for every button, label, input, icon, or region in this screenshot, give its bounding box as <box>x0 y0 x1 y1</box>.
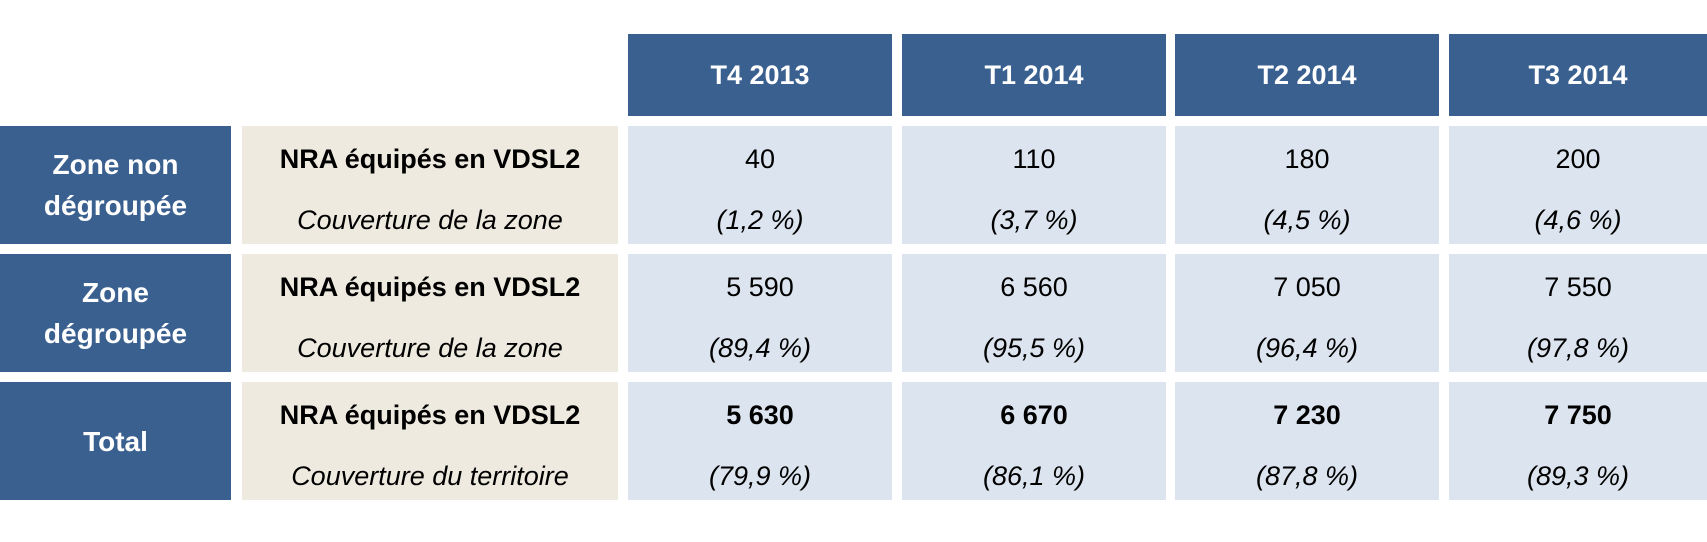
value: 6 560 <box>1000 272 1068 302</box>
data-cell: 5 630 (79,9 %) <box>628 382 892 500</box>
coverage-value: (97,8 %) <box>1526 333 1630 363</box>
coverage-label: Couverture de la zone <box>297 205 563 235</box>
data-cell: 110 (3,7 %) <box>902 126 1166 244</box>
coverage-value: (79,9 %) <box>708 461 812 491</box>
value: 7 750 <box>1544 400 1612 430</box>
metric-label: NRA équipés en VDSL2 <box>279 400 581 430</box>
row-header-line-1: Total <box>83 425 148 457</box>
value: 110 <box>1012 144 1056 174</box>
coverage-value: (4,6 %) <box>1534 205 1622 235</box>
coverage-value: (96,4 %) <box>1255 333 1359 363</box>
coverage-value: (1,2 %) <box>716 205 804 235</box>
row-header-line-2: dégroupée <box>43 190 188 221</box>
column-header-label: T1 2014 <box>984 59 1084 90</box>
row-header-line-1: Zone non <box>52 149 179 180</box>
coverage-value: (86,1 %) <box>982 461 1086 491</box>
data-cell: 7 050 (96,4 %) <box>1175 254 1439 372</box>
column-header-label: T2 2014 <box>1257 59 1357 90</box>
data-cell: 7 230 (87,8 %) <box>1175 382 1439 500</box>
data-cell: 180 (4,5 %) <box>1175 126 1439 244</box>
data-cell: 5 590 (89,4 %) <box>628 254 892 372</box>
column-header-t2-2014: T2 2014 <box>1175 34 1439 116</box>
value: 7 050 <box>1273 272 1341 302</box>
coverage-value: (87,8 %) <box>1255 461 1359 491</box>
value: 7 230 <box>1273 400 1341 430</box>
row-label-cell: NRA équipés en VDSL2 Couverture de la zo… <box>242 126 618 244</box>
coverage-value: (3,7 %) <box>990 205 1078 235</box>
value: 5 590 <box>726 272 794 302</box>
coverage-label: Couverture de la zone <box>297 333 563 363</box>
coverage-value: (95,5 %) <box>982 333 1086 363</box>
row-header-zone-non-degroupee: Zone non dégroupée <box>0 126 231 244</box>
data-cell: 200 (4,6 %) <box>1449 126 1707 244</box>
coverage-value: (89,3 %) <box>1526 461 1630 491</box>
row-header-zone-degroupee: Zone dégroupée <box>0 254 231 372</box>
data-cell: 40 (1,2 %) <box>628 126 892 244</box>
metric-label: NRA équipés en VDSL2 <box>279 144 581 174</box>
data-cell: 6 670 (86,1 %) <box>902 382 1166 500</box>
row-label-cell: NRA équipés en VDSL2 Couverture du terri… <box>242 382 618 500</box>
column-header-t3-2014: T3 2014 <box>1449 34 1707 116</box>
column-header-t1-2014: T1 2014 <box>902 34 1166 116</box>
value: 5 630 <box>726 400 794 430</box>
row-header-line-2: dégroupée <box>43 318 188 349</box>
row-header-line-1: Zone <box>82 277 149 308</box>
value: 180 <box>1284 144 1330 174</box>
row-header-total: Total <box>0 382 231 500</box>
data-cell: 7 750 (89,3 %) <box>1449 382 1707 500</box>
metric-label: NRA équipés en VDSL2 <box>279 272 581 302</box>
coverage-label: Couverture du territoire <box>291 461 569 491</box>
value: 200 <box>1555 144 1601 174</box>
coverage-value: (89,4 %) <box>708 333 812 363</box>
row-label-cell: NRA équipés en VDSL2 Couverture de la zo… <box>242 254 618 372</box>
column-header-label: T4 2013 <box>710 59 810 90</box>
column-header-t4-2013: T4 2013 <box>628 34 892 116</box>
coverage-value: (4,5 %) <box>1263 205 1351 235</box>
data-cell: 6 560 (95,5 %) <box>902 254 1166 372</box>
value: 7 550 <box>1544 272 1612 302</box>
column-header-label: T3 2014 <box>1528 59 1628 90</box>
value: 40 <box>744 144 776 174</box>
data-cell: 7 550 (97,8 %) <box>1449 254 1707 372</box>
value: 6 670 <box>1000 400 1068 430</box>
